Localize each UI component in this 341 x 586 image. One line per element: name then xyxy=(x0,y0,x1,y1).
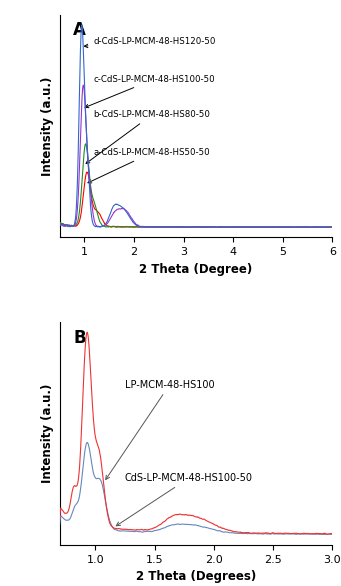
Text: LP-MCM-48-HS100: LP-MCM-48-HS100 xyxy=(106,380,214,479)
Text: A: A xyxy=(73,21,86,39)
X-axis label: 2 Theta (Degrees): 2 Theta (Degrees) xyxy=(136,570,256,583)
Y-axis label: Intensity (a.u.): Intensity (a.u.) xyxy=(41,384,54,483)
Text: b-CdS-LP-MCM-48-HS80-50: b-CdS-LP-MCM-48-HS80-50 xyxy=(86,110,210,163)
X-axis label: 2 Theta (Degree): 2 Theta (Degree) xyxy=(139,263,253,276)
Text: c-CdS-LP-MCM-48-HS100-50: c-CdS-LP-MCM-48-HS100-50 xyxy=(85,75,215,108)
Text: B: B xyxy=(73,329,86,347)
Text: a-CdS-LP-MCM-48-HS50-50: a-CdS-LP-MCM-48-HS50-50 xyxy=(88,148,210,183)
Text: CdS-LP-MCM-48-HS100-50: CdS-LP-MCM-48-HS100-50 xyxy=(116,473,253,526)
Y-axis label: Intensity (a.u.): Intensity (a.u.) xyxy=(41,76,54,176)
Text: d-CdS-LP-MCM-48-HS120-50: d-CdS-LP-MCM-48-HS120-50 xyxy=(84,37,216,47)
